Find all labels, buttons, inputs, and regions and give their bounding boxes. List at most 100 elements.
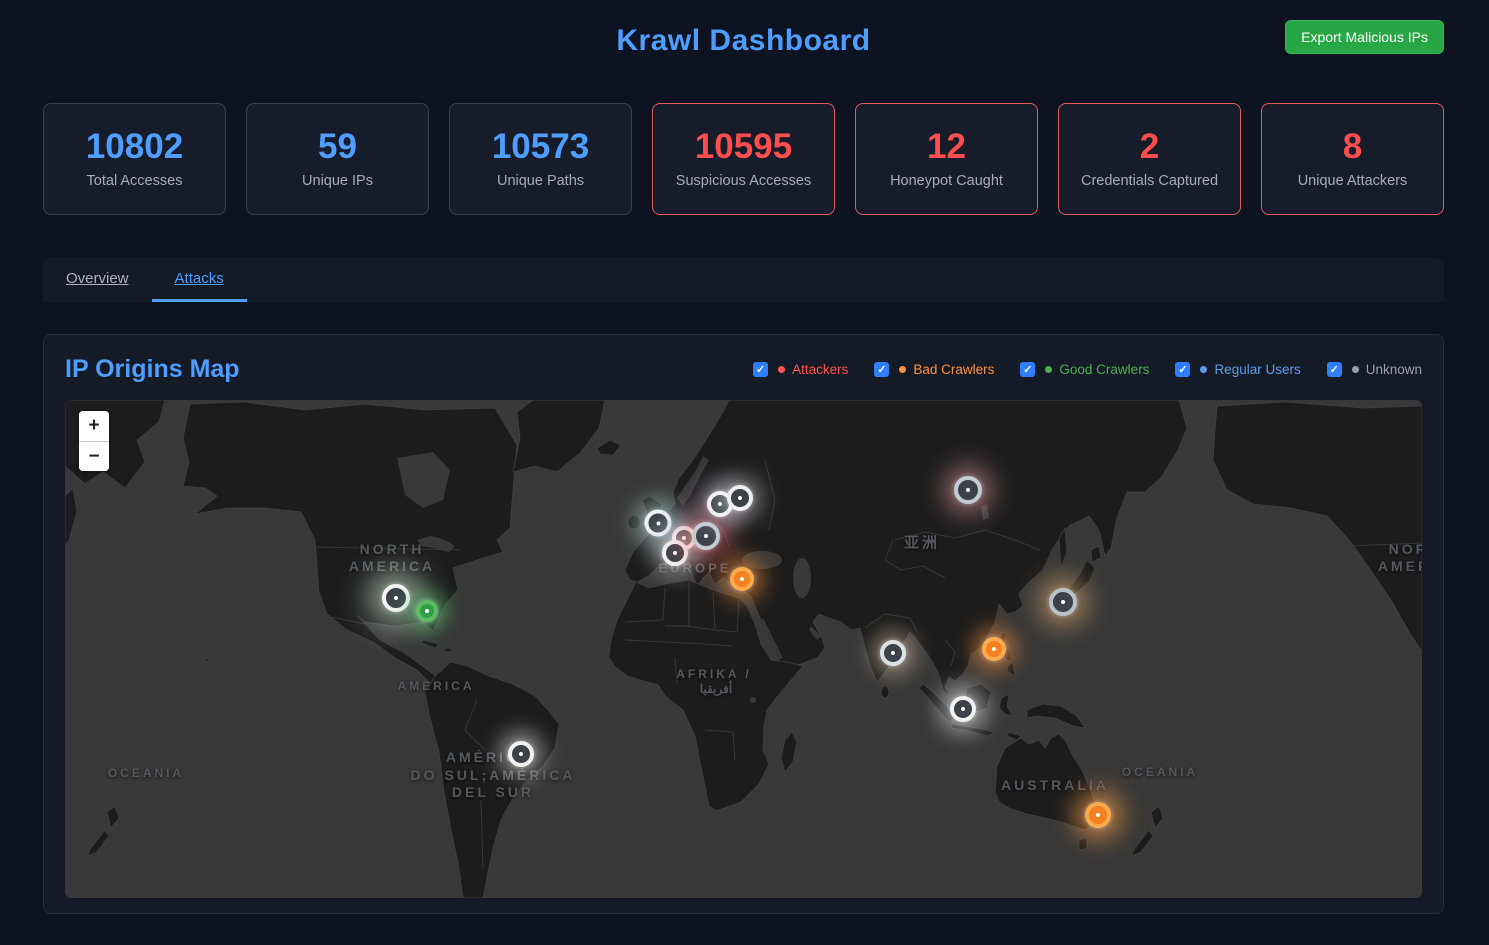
legend-item-unknown: ✓ Unknown bbox=[1326, 362, 1422, 377]
legend-dot-icon bbox=[1351, 366, 1359, 373]
marker-center-dot bbox=[740, 577, 744, 581]
marker-center-dot bbox=[519, 752, 523, 756]
map-marker[interactable] bbox=[730, 567, 754, 591]
stat-label: Total Accesses bbox=[86, 173, 183, 189]
legend-item-bad-crawlers: ✓ Bad Crawlers bbox=[874, 362, 994, 377]
legend-checkbox-good-crawlers[interactable]: ✓ bbox=[1020, 362, 1036, 377]
map-marker[interactable] bbox=[508, 741, 534, 767]
stats-row: 10802 Total Accesses 59 Unique IPs 10573 Uniq… bbox=[43, 103, 1444, 215]
map-marker[interactable] bbox=[982, 637, 1006, 661]
map-region-label: OCEANIA bbox=[107, 766, 185, 780]
tab-attacks[interactable]: Attacks bbox=[151, 258, 247, 302]
legend-label: Good Crawlers bbox=[1059, 362, 1150, 377]
stat-value: 10595 bbox=[694, 127, 793, 166]
tab-overview[interactable]: Overview bbox=[66, 270, 129, 287]
krawl-dashboard-page: Krawl Dashboard Export Malicious IPs 108… bbox=[43, 0, 1444, 914]
marker-center-dot bbox=[394, 596, 398, 600]
map-section-title: IP Origins Map bbox=[65, 355, 240, 383]
marker-center-dot bbox=[738, 496, 742, 500]
stat-value: 10573 bbox=[491, 127, 590, 166]
map-region-label: 亚洲 bbox=[903, 534, 941, 552]
legend-label: Unknown bbox=[1365, 362, 1422, 377]
marker-center-dot bbox=[891, 651, 895, 655]
map-marker[interactable] bbox=[1049, 588, 1077, 616]
stat-label: Suspicious Accesses bbox=[675, 173, 812, 189]
map-region-label: AMERICA bbox=[397, 679, 475, 693]
legend-dot-icon bbox=[778, 366, 786, 373]
marker-center-dot bbox=[425, 609, 429, 613]
map-marker[interactable] bbox=[382, 584, 410, 612]
map-region-label: NORTH bbox=[359, 541, 425, 557]
stat-label: Unique Attackers bbox=[1297, 173, 1408, 189]
world-map-tiles bbox=[65, 400, 1422, 898]
map-region-label: DO SUL;AMÉRICA bbox=[410, 767, 576, 783]
marker-center-dot bbox=[1096, 813, 1100, 817]
map-marker[interactable] bbox=[950, 696, 976, 722]
world-map[interactable]: + − NORTH AMERICA AMERICA AMÉRICA DO SUL;AMÉ… bbox=[65, 400, 1422, 898]
legend-item-regular-users: ✓ Regular Users bbox=[1175, 362, 1301, 377]
header: Krawl Dashboard Export Malicious IPs bbox=[43, 0, 1444, 84]
map-marker[interactable] bbox=[662, 540, 688, 566]
map-legend: ✓ Attackers ✓ Bad Crawlers ✓ Good Crawlers ✓ Re… bbox=[753, 362, 1422, 377]
map-marker[interactable] bbox=[416, 600, 438, 622]
map-region-label: AFRIKA / bbox=[676, 667, 752, 681]
legend-checkbox-attackers[interactable]: ✓ bbox=[753, 362, 769, 377]
stat-card-total-accesses: 10802 Total Accesses bbox=[43, 103, 226, 215]
stat-card-suspicious-accesses: 10595 Suspicious Accesses bbox=[652, 103, 835, 215]
zoom-out-button[interactable]: − bbox=[79, 441, 109, 471]
map-section: IP Origins Map ✓ Attackers ✓ Bad Crawlers ✓ G… bbox=[43, 334, 1444, 914]
marker-center-dot bbox=[656, 521, 660, 525]
stat-value: 59 bbox=[318, 127, 357, 166]
stat-value: 10802 bbox=[85, 127, 184, 166]
stat-label: Unique IPs bbox=[302, 173, 373, 189]
tab-bar: Overview Attacks bbox=[43, 258, 1444, 302]
export-malicious-ips-button[interactable]: Export Malicious IPs bbox=[1285, 20, 1444, 54]
map-region-label: NORTH bbox=[1388, 541, 1422, 557]
map-section-header: IP Origins Map ✓ Attackers ✓ Bad Crawlers ✓ G… bbox=[65, 355, 1422, 384]
map-region-label: DEL SUR bbox=[451, 784, 535, 800]
stat-label: Unique Paths bbox=[496, 173, 585, 189]
map-marker[interactable] bbox=[727, 485, 753, 511]
legend-checkbox-unknown[interactable]: ✓ bbox=[1326, 362, 1342, 377]
marker-center-dot bbox=[682, 536, 686, 540]
map-marker[interactable] bbox=[880, 640, 906, 666]
stat-value: 12 bbox=[927, 127, 966, 166]
page-title: Krawl Dashboard bbox=[616, 24, 871, 57]
stat-card-credentials-captured: 2 Credentials Captured bbox=[1058, 103, 1241, 215]
legend-checkbox-bad-crawlers[interactable]: ✓ bbox=[874, 362, 890, 377]
zoom-in-button[interactable]: + bbox=[79, 411, 109, 441]
legend-label: Attackers bbox=[792, 362, 849, 377]
marker-center-dot bbox=[966, 488, 970, 492]
stat-card-unique-attackers: 8 Unique Attackers bbox=[1261, 103, 1444, 215]
stat-label: Credentials Captured bbox=[1080, 173, 1219, 189]
marker-center-dot bbox=[718, 502, 722, 506]
marker-center-dot bbox=[673, 551, 677, 555]
marker-center-dot bbox=[961, 707, 965, 711]
map-zoom-control: + − bbox=[79, 411, 109, 471]
map-region-label: أفريقيا bbox=[699, 682, 733, 696]
stat-value: 2 bbox=[1139, 127, 1160, 166]
stat-card-unique-paths: 10573 Unique Paths bbox=[449, 103, 632, 215]
map-region-label: AUSTRALIA bbox=[1001, 777, 1109, 793]
legend-checkbox-regular-users[interactable]: ✓ bbox=[1175, 362, 1191, 377]
marker-center-dot bbox=[704, 534, 708, 538]
legend-dot-icon bbox=[899, 366, 907, 373]
legend-dot-icon bbox=[1200, 366, 1208, 373]
legend-item-good-crawlers: ✓ Good Crawlers bbox=[1020, 362, 1149, 377]
stat-value: 8 bbox=[1342, 127, 1363, 166]
map-region-label: AMERICA bbox=[1377, 558, 1422, 574]
legend-item-attackers: ✓ Attackers bbox=[753, 362, 848, 377]
legend-dot-icon bbox=[1045, 366, 1053, 373]
map-marker[interactable] bbox=[644, 509, 672, 537]
stat-card-unique-ips: 59 Unique IPs bbox=[246, 103, 429, 215]
map-marker[interactable] bbox=[954, 476, 982, 504]
map-marker[interactable] bbox=[692, 522, 720, 550]
marker-center-dot bbox=[992, 647, 996, 651]
legend-label: Regular Users bbox=[1214, 362, 1301, 377]
marker-center-dot bbox=[1061, 600, 1065, 604]
legend-label: Bad Crawlers bbox=[913, 362, 995, 377]
map-region-label: OCEANIA bbox=[1121, 765, 1199, 779]
map-region-label: AMERICA bbox=[348, 558, 436, 574]
stat-label: Honeypot Caught bbox=[890, 173, 1003, 189]
map-marker[interactable] bbox=[1085, 802, 1111, 828]
